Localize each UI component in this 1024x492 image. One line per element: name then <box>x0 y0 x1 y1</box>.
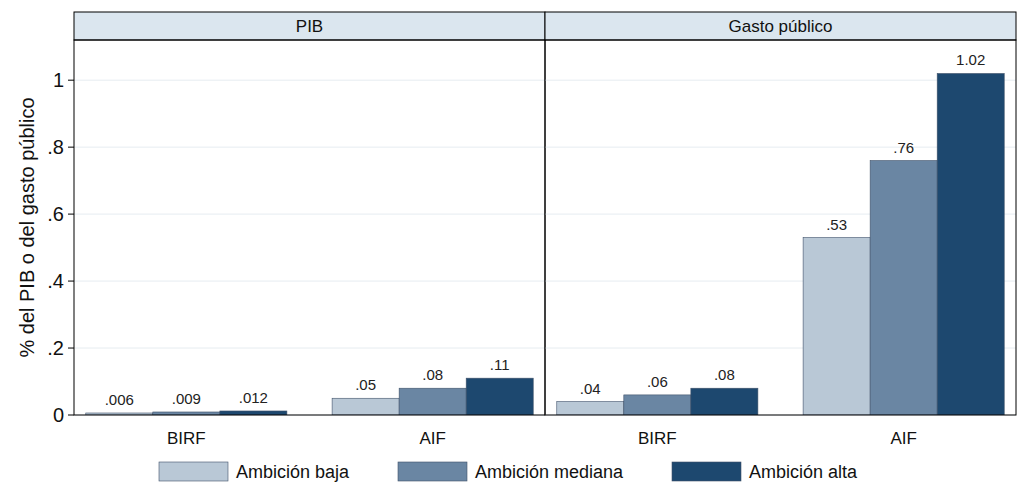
data-labels: .04 .06 .08 .53 .76 1.02 <box>580 51 985 396</box>
data-label: 1.02 <box>956 51 985 68</box>
legend-swatch <box>398 462 467 481</box>
panel: PIB 0 .2 .4 .6 .8 1 % del PIB o del gasto públi… <box>16 12 545 448</box>
bar <box>870 161 937 415</box>
grid-line <box>74 80 545 81</box>
y-tick-label: .6 <box>47 203 64 225</box>
x-tick-label: BIRF <box>167 429 206 448</box>
data-label: .08 <box>422 366 443 383</box>
y-tick <box>68 348 74 349</box>
data-label: .009 <box>172 390 201 407</box>
y-tick <box>68 80 74 81</box>
bar <box>691 388 758 415</box>
grid-line <box>74 348 545 349</box>
data-label: .006 <box>105 391 134 408</box>
data-label: .04 <box>580 380 601 397</box>
y-tick-label: 1 <box>53 69 64 91</box>
bar <box>937 73 1004 415</box>
panel-title: Gasto público <box>729 17 833 36</box>
panel: Gasto público .04 .06 .08 .53 .76 1.02 BIRF AIF <box>545 12 1016 448</box>
y-tick-label: 0 <box>53 404 64 426</box>
data-label: .11 <box>490 356 510 373</box>
y-tick <box>68 415 74 416</box>
bar <box>220 411 287 415</box>
panel-header <box>74 12 545 40</box>
legend: Ambición baja Ambición mediana Ambición al… <box>159 462 858 482</box>
bar <box>399 388 466 415</box>
legend-label: Ambición baja <box>236 462 350 482</box>
legend-swatch <box>672 462 741 481</box>
data-label: .76 <box>893 139 914 156</box>
bar <box>557 402 624 415</box>
x-tick-label: BIRF <box>638 429 677 448</box>
data-label: .53 <box>826 216 847 233</box>
bar <box>332 398 399 415</box>
bars <box>86 378 533 415</box>
grid-line <box>74 214 545 215</box>
chart: PIB 0 .2 .4 .6 .8 1 % del PIB o del gasto públi… <box>0 0 1024 492</box>
bars <box>557 73 1004 415</box>
data-labels: .006 .009 .012 .05 .08 .11 <box>105 356 510 408</box>
y-tick-label: .8 <box>47 136 64 158</box>
plot-frame <box>545 40 1016 415</box>
x-tick-label: AIF <box>419 429 445 448</box>
grid-line <box>74 281 545 282</box>
data-label: .05 <box>355 376 376 393</box>
legend-swatch <box>159 462 228 481</box>
panel-header <box>545 12 1016 40</box>
y-tick-label: .4 <box>47 270 64 292</box>
y-tick <box>68 147 74 148</box>
data-label: .06 <box>647 373 668 390</box>
y-tick-label: .2 <box>47 337 64 359</box>
panel-title: PIB <box>296 17 323 36</box>
bar <box>803 238 870 415</box>
y-tick <box>68 281 74 282</box>
y-axis-label: % del PIB o del gasto público <box>16 97 38 357</box>
x-tick-label: AIF <box>890 429 916 448</box>
grid-line <box>74 147 545 148</box>
bar <box>466 378 533 415</box>
legend-label: Ambición mediana <box>475 462 624 482</box>
legend-label: Ambición alta <box>749 462 858 482</box>
bar <box>624 395 691 415</box>
data-label: .012 <box>239 389 268 406</box>
plot-frame <box>74 40 545 415</box>
y-tick <box>68 214 74 215</box>
data-label: .08 <box>714 366 735 383</box>
